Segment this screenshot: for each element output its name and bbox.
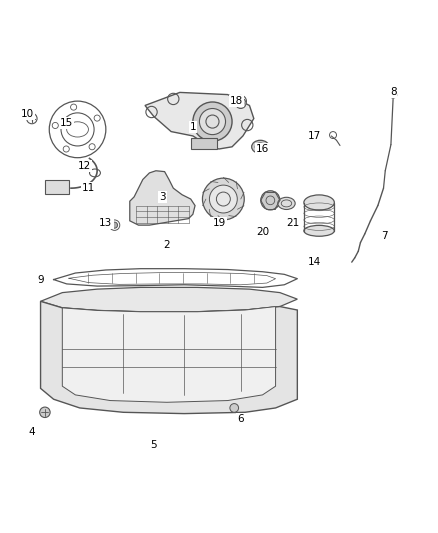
Text: 6: 6: [237, 414, 244, 424]
Text: 13: 13: [99, 218, 113, 228]
Polygon shape: [145, 92, 254, 149]
Circle shape: [202, 178, 244, 220]
Text: 5: 5: [150, 440, 157, 450]
Text: 21: 21: [286, 218, 300, 228]
Text: 16: 16: [256, 144, 269, 154]
Text: 1: 1: [190, 122, 196, 132]
Text: 11: 11: [82, 183, 95, 193]
Circle shape: [230, 403, 239, 413]
Text: 8: 8: [390, 87, 396, 98]
Text: 18: 18: [230, 96, 243, 106]
Circle shape: [112, 222, 117, 228]
Circle shape: [209, 185, 237, 213]
Text: 10: 10: [21, 109, 34, 119]
Text: 7: 7: [381, 231, 388, 241]
Polygon shape: [41, 287, 297, 312]
Polygon shape: [130, 171, 195, 225]
Text: 9: 9: [37, 274, 44, 285]
Text: 3: 3: [159, 192, 166, 202]
Ellipse shape: [252, 140, 269, 154]
Text: 19: 19: [212, 218, 226, 228]
Text: 2: 2: [163, 240, 170, 250]
Circle shape: [193, 102, 232, 141]
Bar: [191, 138, 217, 149]
Polygon shape: [62, 306, 276, 402]
Circle shape: [199, 109, 226, 135]
Circle shape: [261, 191, 280, 210]
Ellipse shape: [153, 192, 159, 197]
Circle shape: [390, 91, 396, 98]
Text: 17: 17: [308, 131, 321, 141]
Ellipse shape: [278, 197, 295, 209]
Text: 20: 20: [256, 227, 269, 237]
Bar: [45, 180, 69, 194]
Ellipse shape: [304, 225, 334, 236]
Ellipse shape: [304, 195, 334, 210]
Circle shape: [40, 407, 50, 417]
Text: 14: 14: [308, 257, 321, 267]
Polygon shape: [41, 301, 297, 414]
Text: 4: 4: [28, 427, 35, 437]
Text: 12: 12: [78, 161, 91, 172]
Circle shape: [236, 98, 246, 109]
Text: 15: 15: [60, 118, 73, 128]
